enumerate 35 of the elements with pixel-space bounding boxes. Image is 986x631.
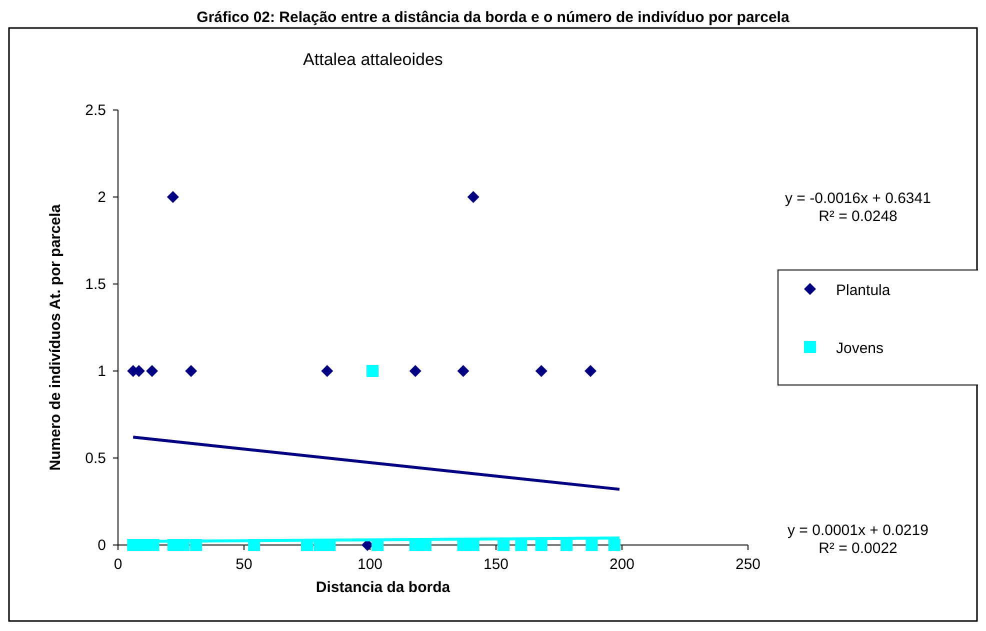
- point: [185, 365, 198, 377]
- y-tick-label: 2: [98, 189, 106, 206]
- point: [146, 365, 158, 377]
- point: [608, 539, 620, 551]
- point: [166, 191, 179, 203]
- point: [535, 365, 548, 377]
- legend-label: Jovens: [836, 340, 884, 357]
- y-tick-label: 0.5: [85, 450, 106, 467]
- x-tick-label: 200: [609, 556, 635, 573]
- x-tick-label: 150: [483, 556, 509, 573]
- point: [366, 365, 379, 377]
- y-tick-label: 1.5: [85, 276, 106, 293]
- x-tick-label: 50: [236, 556, 252, 573]
- point: [584, 365, 596, 377]
- chart-title: Gráfico 02: Relação entre a distância da borda e o número de indivíduo por parcela: [196, 9, 790, 26]
- text: y = 0.0001x + 0.0219 R² = 0.0022: [788, 522, 928, 557]
- legend-label: Plantula: [836, 282, 891, 299]
- y-tick-label: 2.5: [85, 102, 106, 119]
- point: [321, 365, 334, 377]
- point: [535, 539, 548, 551]
- y-tick-label: 1: [98, 363, 106, 380]
- point: [586, 539, 598, 551]
- x-tick-label: 250: [735, 556, 761, 573]
- y-axis-title: Numero de indivíduos At. por parcela: [47, 204, 64, 471]
- point: [515, 539, 528, 551]
- point: [560, 539, 573, 551]
- x-tick-label: 0: [114, 556, 122, 573]
- point: [467, 191, 480, 203]
- x-axis-title: Distancia da borda: [316, 579, 451, 596]
- chart-subtitle: Attalea attaleoides: [303, 50, 443, 69]
- point: [457, 365, 470, 377]
- text: y = -0.0016x + 0.6341 R² = 0.0248: [785, 190, 931, 225]
- x-tick-label: 100: [357, 556, 383, 573]
- point: [409, 365, 422, 377]
- y-tick-label: 0: [98, 537, 106, 554]
